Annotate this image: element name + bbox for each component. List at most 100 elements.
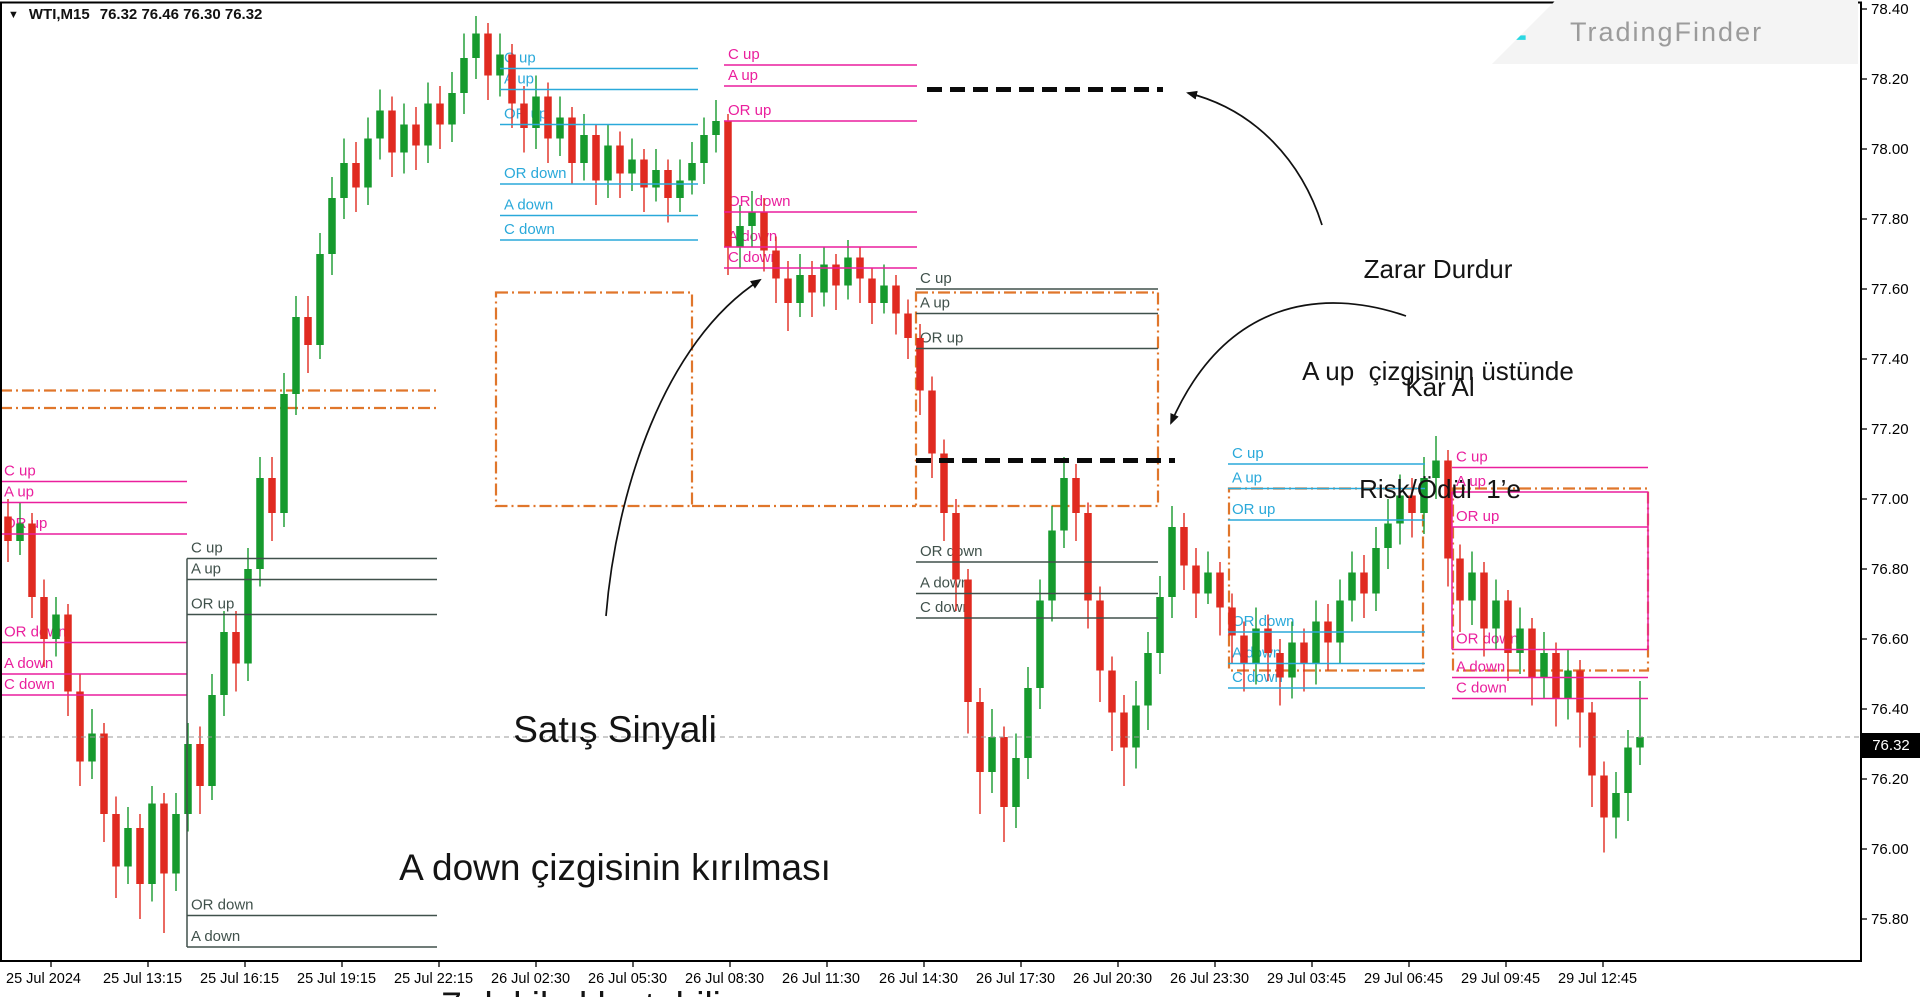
candle-body: [544, 96, 552, 139]
candle-body: [976, 702, 984, 772]
signal-line-label: A down: [504, 197, 553, 214]
candle-body: [1420, 478, 1428, 513]
candle-body: [796, 275, 804, 303]
candle-body: [1252, 628, 1260, 664]
candle-body: [868, 278, 876, 303]
candle-body: [16, 523, 24, 541]
candle-body: [256, 478, 264, 569]
candle-body: [220, 632, 228, 695]
signal-line-label: OR down: [920, 543, 983, 560]
candle-body: [1552, 653, 1560, 699]
candle-body: [1168, 527, 1176, 597]
candle-body: [556, 117, 564, 139]
signal-line-label: OR down: [191, 897, 254, 914]
signal-line-label: C up: [4, 463, 36, 480]
candle-body: [652, 170, 660, 188]
signal-line-label: A up: [1456, 473, 1486, 490]
candle-body: [904, 313, 912, 338]
candle-body: [844, 257, 852, 286]
candle-body: [40, 597, 48, 639]
candle-body: [100, 733, 108, 814]
candle-body: [616, 145, 624, 174]
time-tick-label: 25 Jul 2024: [6, 971, 81, 987]
signal-line-label: A up: [1232, 470, 1262, 487]
take-profit-annotation-line2: Risk/Ödül 1’e: [1359, 474, 1521, 504]
time-tick-label: 29 Jul 06:45: [1364, 971, 1443, 987]
take-profit-arrow: [1170, 302, 1407, 425]
candle-body: [244, 569, 252, 664]
candle-body: [184, 744, 192, 814]
candle-body: [628, 159, 636, 174]
candle-body: [1132, 705, 1140, 748]
candle-body: [1516, 628, 1524, 653]
candle-body: [136, 828, 144, 884]
tradingfinder-logo-text: TradingFinder: [1570, 16, 1764, 47]
candle-body: [1144, 653, 1152, 706]
candle-body: [1312, 621, 1320, 664]
candle-body: [676, 180, 684, 198]
time-tick-label: 26 Jul 11:30: [782, 971, 860, 987]
candle-body: [1636, 737, 1644, 748]
candle-body: [1360, 572, 1368, 594]
candle-body: [28, 523, 36, 597]
candle-body: [424, 103, 432, 146]
time-tick-label: 26 Jul 20:30: [1073, 971, 1152, 987]
collapse-arrow-icon[interactable]: ▼: [8, 8, 19, 21]
candle-body: [508, 54, 516, 104]
candle-body: [1156, 597, 1164, 653]
tradingfinder-watermark: TradingFinder: [1492, 0, 1858, 64]
sell-signal-annotation-line3: ve 7 dakikalık stabilizasyon: [378, 983, 852, 997]
candle-body: [532, 96, 540, 128]
candle-body: [316, 254, 324, 345]
candle-body: [1588, 712, 1596, 776]
candle-body: [196, 744, 204, 786]
sell-signal-arrow: [605, 278, 762, 617]
price-tick-label: 77.20: [1871, 421, 1909, 438]
candle-body: [1264, 628, 1272, 653]
take-profit-annotation: Kar Al Risk/Ödül 1’e: [1300, 302, 1580, 574]
signal-line-label: OR up: [728, 102, 771, 119]
price-tick-label: 78.20: [1871, 71, 1909, 88]
signal-line-label: C up: [920, 270, 952, 287]
candle-body: [964, 579, 972, 702]
price-tick-label: 76.00: [1871, 841, 1909, 858]
candle-body: [496, 54, 504, 76]
candle-body: [772, 250, 780, 279]
candle-body: [1372, 548, 1380, 594]
candle-body: [1576, 670, 1584, 713]
candle-body: [1072, 478, 1080, 513]
candle-body: [1096, 600, 1104, 671]
last-price-badge: 76.32: [1862, 733, 1920, 758]
candle-body: [484, 33, 492, 76]
candle-body: [916, 338, 924, 391]
candle-body: [388, 110, 396, 153]
signal-line-label: A up: [191, 561, 221, 578]
candle-body: [1228, 607, 1236, 636]
candle-body: [1204, 572, 1212, 594]
candle-body: [1408, 495, 1416, 513]
candle-body: [1012, 758, 1020, 807]
candle-body: [304, 317, 312, 345]
stop-loss-annotation-line1: Zarar Durdur: [1363, 254, 1513, 284]
candle-body: [364, 138, 372, 188]
time-tick-label: 29 Jul 12:45: [1558, 971, 1637, 987]
candle-body: [1216, 572, 1224, 608]
candle-body: [1432, 460, 1440, 478]
candle-body: [232, 632, 240, 664]
candle-body: [1240, 635, 1248, 664]
time-tick-label: 25 Jul 16:15: [200, 971, 279, 987]
candle-body: [1564, 670, 1572, 699]
candle-body: [700, 135, 708, 163]
candle-body: [1528, 628, 1536, 678]
price-tick-label: 75.80: [1871, 911, 1909, 928]
sell-signal-annotation: Satış Sinyali A down çizgisinin kırılmas…: [378, 615, 852, 997]
signal-line-label: C up: [1456, 449, 1488, 466]
stop-loss-annotation-line2: A up çizgisinin üstünde: [1302, 356, 1574, 386]
candle-body: [1612, 793, 1620, 818]
stop-loss-annotation: Zarar Durdur A up çizgisinin üstünde: [1285, 184, 1591, 456]
price-tick-label: 77.40: [1871, 351, 1909, 368]
candle-body: [76, 691, 84, 762]
candle-body: [268, 478, 276, 513]
